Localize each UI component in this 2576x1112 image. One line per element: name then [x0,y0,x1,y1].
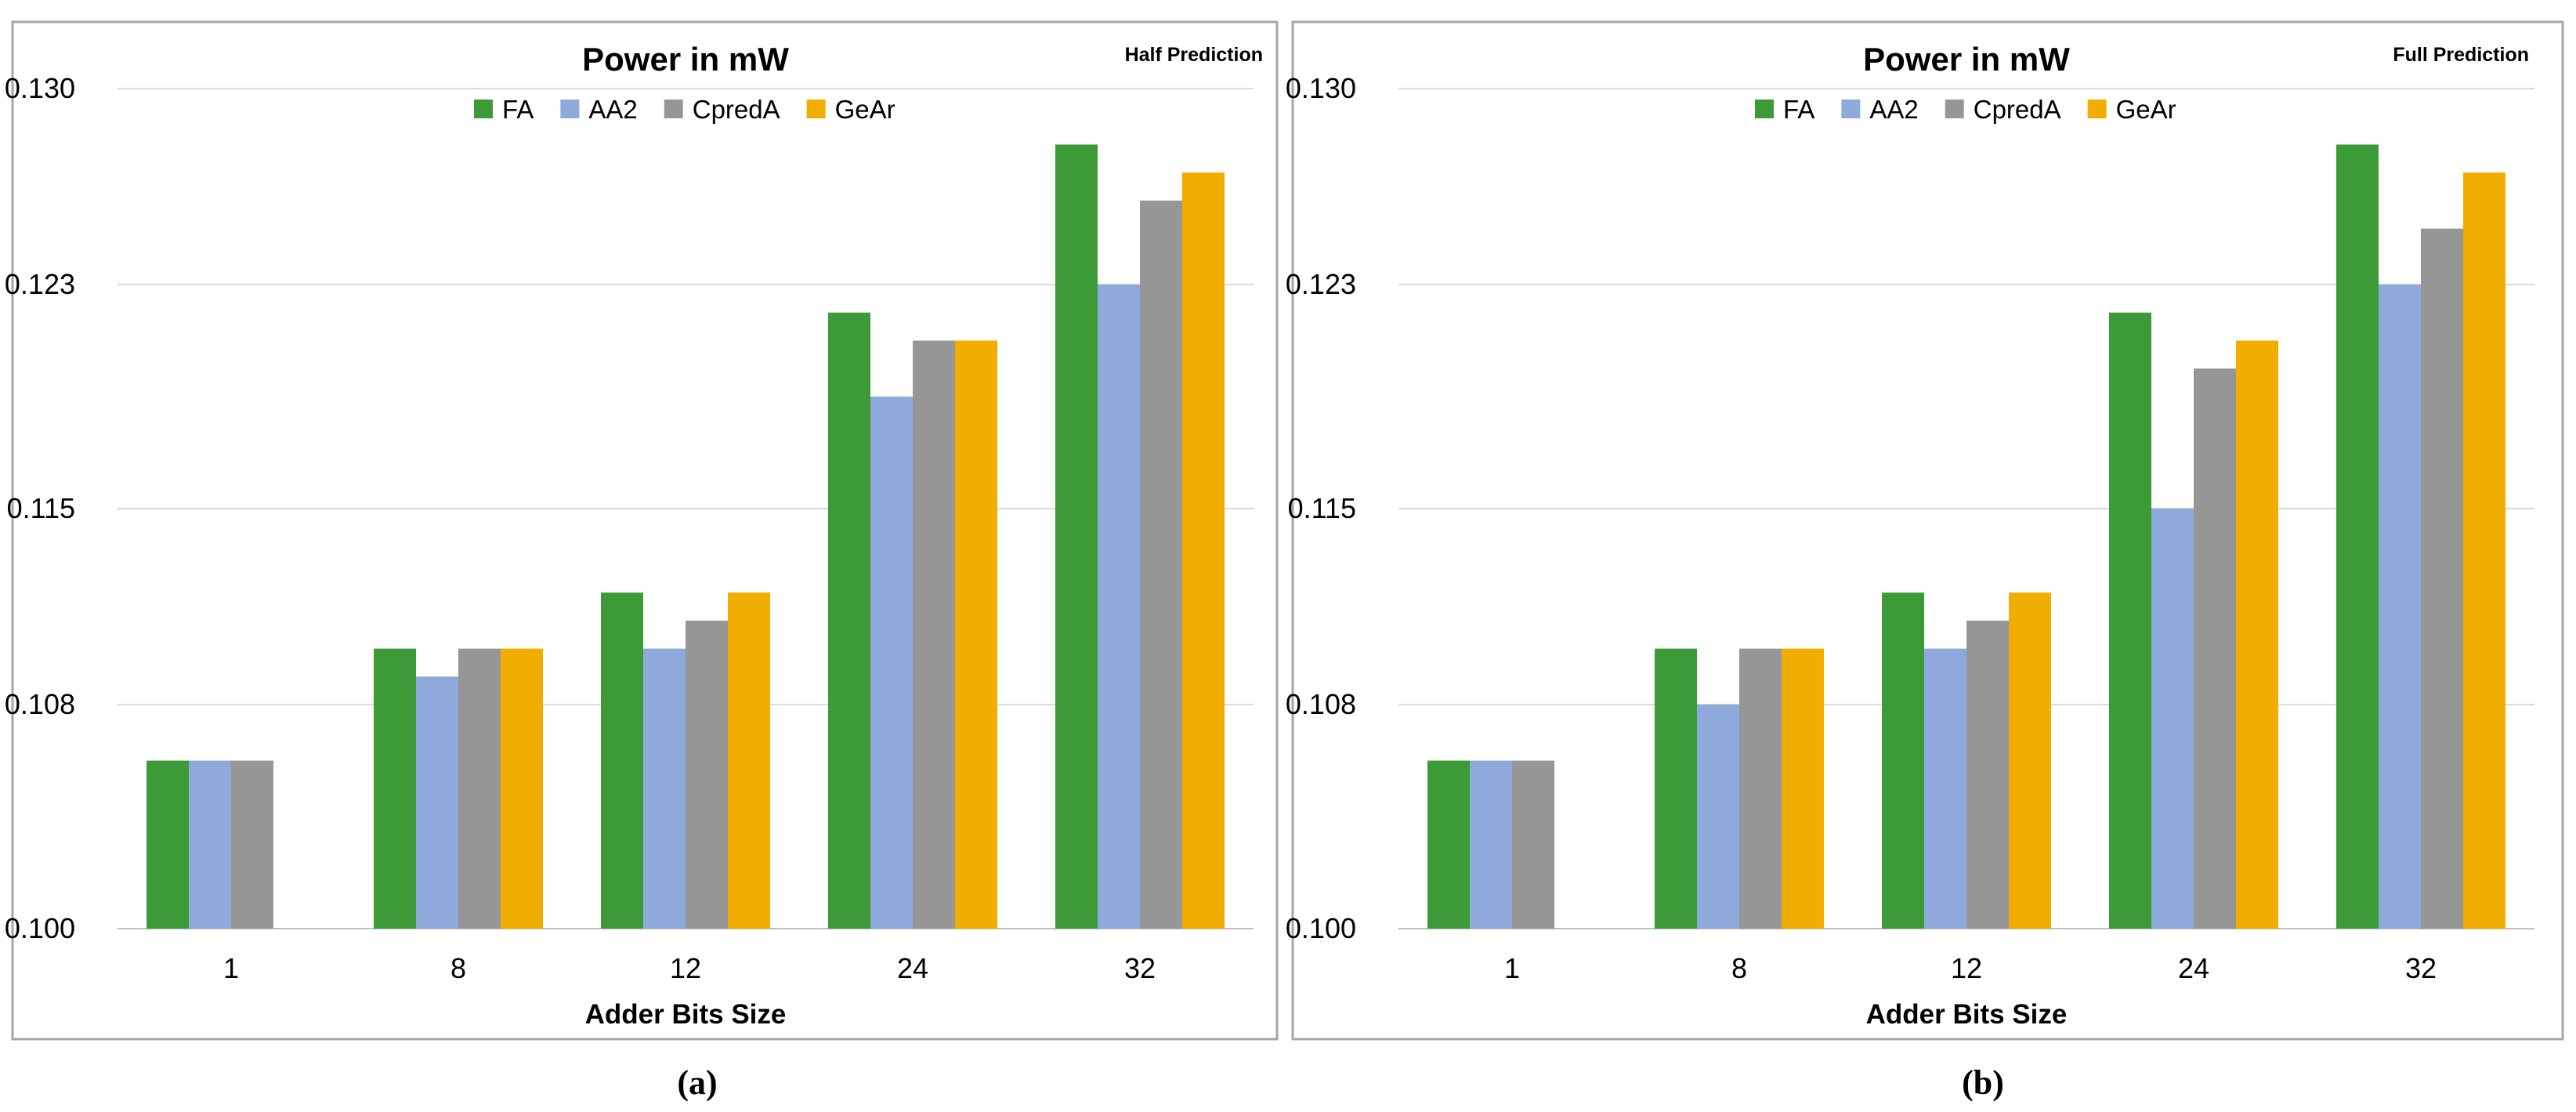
bar-aa2-12 [643,648,686,929]
legend-swatch-fa [1755,100,1774,118]
bar-fa-24 [2109,312,2151,929]
legend-label-gear: GeAr [2116,95,2176,124]
bar-gear-32 [2463,172,2505,929]
x-axis-title: Adder Bits Size [585,999,787,1030]
bar-aa2-8 [1697,705,1739,929]
x-tick-label: 32 [1124,952,1156,984]
bar-cpreda-32 [1140,200,1182,929]
bar-aa2-32 [2379,284,2421,929]
chart-subtitle: Half Prediction [1125,44,1263,66]
legend-swatch-aa2 [560,100,580,118]
bar-fa-8 [1655,648,1697,929]
legend-label-cpreda: CpredA [1974,95,2061,124]
x-tick-label: 8 [1731,952,1747,984]
bar-gear-12 [728,592,770,929]
y-tick-label: 0.108 [5,688,75,720]
figure-caption: (a) [677,1063,717,1102]
x-axis-title: Adder Bits Size [1866,999,2068,1030]
x-tick-label: 1 [1504,952,1520,984]
bar-gear-24 [2236,340,2278,929]
bar-aa2-1 [1470,760,1512,929]
chart-title: Power in mW [582,41,789,78]
y-tick-label: 0.123 [1286,268,1356,300]
bar-fa-32 [1055,144,1098,929]
y-tick-label: 0.100 [1286,912,1356,944]
legend-label-aa2: AA2 [1869,95,1918,124]
x-tick-label: 12 [1951,952,1982,984]
bar-aa2-1 [189,760,231,929]
chart-subtitle: Full Prediction [2393,44,2529,66]
legend-label-fa: FA [1783,95,1814,124]
x-tick-label: 32 [2405,952,2437,984]
bar-fa-12 [1882,592,1924,929]
bar-fa-24 [828,312,870,929]
bar-gear-24 [955,340,997,929]
y-tick-label: 0.130 [1286,72,1356,104]
bar-cpreda-24 [913,340,955,929]
legend-swatch-aa2 [1841,100,1861,118]
y-tick-label: 0.115 [1288,492,1356,524]
bar-fa-12 [601,592,643,929]
bar-fa-1 [1427,760,1470,929]
bar-cpreda-1 [1512,760,1554,929]
bar-aa2-12 [1924,648,1966,929]
x-tick-label: 24 [897,952,928,984]
bar-gear-8 [1782,648,1824,929]
y-tick-label: 0.123 [5,268,75,300]
legend-swatch-cpreda [664,100,683,118]
bar-cpreda-8 [458,648,501,929]
bar-fa-1 [147,760,189,929]
x-tick-label: 8 [450,952,466,984]
legend-label-gear: GeAr [835,95,895,124]
x-tick-label: 12 [670,952,701,984]
y-tick-label: 0.108 [1286,688,1356,720]
bar-aa2-24 [870,397,913,929]
chart-panel-b: 0.100 0.108 0.115 0.123 0.130 1 8 12 24 32 Power i… [1286,20,2564,1102]
legend-swatch-gear [806,100,826,118]
legend-label-fa: FA [502,95,534,124]
bar-cpreda-1 [231,760,273,929]
bar-fa-32 [2336,144,2379,929]
bar-aa2-24 [2151,509,2194,929]
bar-gear-8 [501,648,543,929]
bar-aa2-32 [1098,284,1140,929]
bar-cpreda-32 [2421,228,2463,929]
legend-swatch-gear [2087,100,2107,118]
bar-cpreda-24 [2194,368,2236,929]
legend-swatch-fa [474,100,493,118]
legend-swatch-cpreda [1945,100,1964,118]
x-tick-label: 24 [2178,952,2209,984]
x-tick-label: 1 [223,952,239,984]
bar-gear-12 [2009,592,2051,929]
y-tick-label: 0.130 [5,72,75,104]
bar-gear-32 [1182,172,1225,929]
bar-cpreda-12 [686,620,728,929]
chart-panel-a: 0.100 0.108 0.115 0.123 0.130 1 8 12 24 32 Power i… [5,20,1279,1102]
bar-fa-8 [374,648,416,929]
bar-aa2-8 [416,676,458,929]
y-tick-label: 0.100 [5,912,75,944]
legend-label-aa2: AA2 [588,95,637,124]
legend-label-cpreda: CpredA [693,95,780,124]
bar-cpreda-8 [1739,648,1782,929]
chart-title: Power in mW [1863,41,2070,78]
bar-cpreda-12 [1966,620,2009,929]
figure-caption: (b) [1962,1063,2004,1102]
y-tick-label: 0.115 [7,492,75,524]
